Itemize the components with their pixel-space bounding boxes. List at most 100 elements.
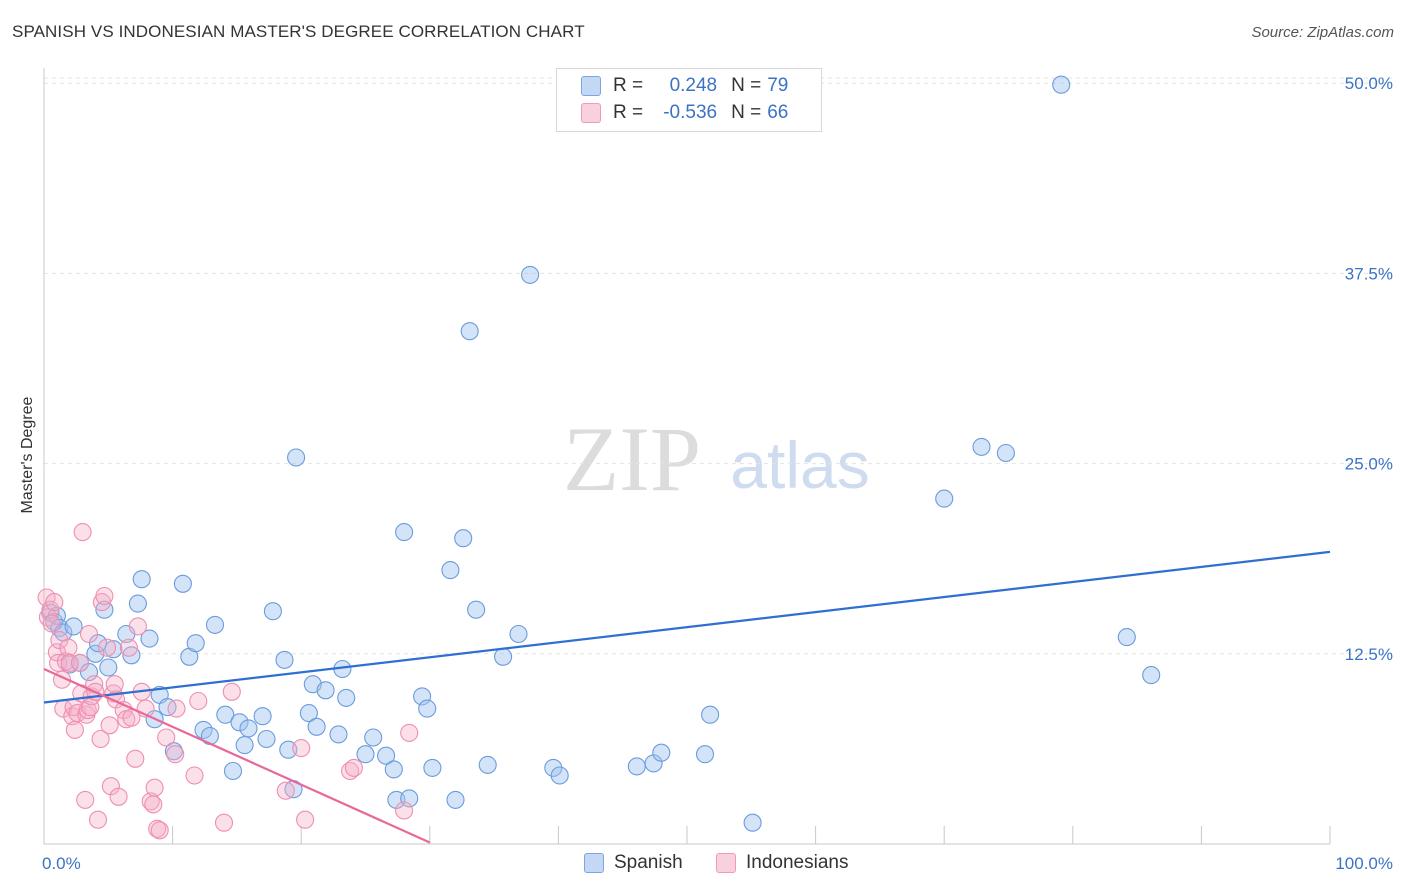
spanish-point (972, 437, 991, 456)
spanish-point (158, 698, 177, 717)
legend-label-spanish: Spanish (614, 852, 683, 873)
indonesians-point (344, 758, 363, 777)
spanish-point (128, 594, 147, 613)
indonesians-point (141, 792, 160, 811)
spanish-point (550, 766, 569, 785)
indonesians-point (63, 707, 82, 726)
spanish-point (652, 743, 671, 762)
y-tick-label: 50.0% (1345, 74, 1393, 93)
legend-r-label: R = (613, 102, 644, 123)
spanish-point (400, 789, 419, 808)
spanish-point (307, 717, 326, 736)
axes (43, 68, 1331, 845)
indonesians-point (157, 728, 176, 747)
spanish-point (418, 699, 437, 718)
indonesians-point (128, 617, 147, 636)
spanish-point (99, 658, 118, 677)
legend-n-label: N = (731, 102, 762, 123)
indonesians-point (144, 795, 163, 814)
series-legend: Spanish Indonesians (0, 852, 1406, 878)
indonesians-point (296, 810, 315, 829)
spanish-point (230, 713, 249, 732)
watermark-zip: ZIP (563, 408, 701, 510)
spanish-point (478, 755, 497, 774)
legend-item-indonesians: Indonesians (716, 852, 848, 874)
spanish-point (132, 570, 151, 589)
x-tick-label: 100.0% (1335, 854, 1393, 873)
indonesians-point (109, 787, 128, 806)
indonesians-point (150, 821, 169, 840)
spanish-point (544, 758, 563, 777)
indonesians-point (400, 723, 419, 742)
spanish-point (1052, 75, 1071, 94)
spanish-point (1117, 628, 1136, 647)
indonesians-point (166, 745, 185, 764)
indonesians-point (145, 778, 164, 797)
y-tick-label: 37.5% (1345, 264, 1393, 283)
spanish-point (337, 688, 356, 707)
indonesians-point (76, 790, 95, 809)
spanish-point (627, 757, 646, 776)
spanish-point (205, 615, 225, 634)
spanish-point (64, 617, 83, 636)
trend-lines (43, 550, 1331, 844)
spanish-point (935, 489, 954, 508)
indonesians-point (78, 701, 97, 720)
spanish-point (253, 707, 272, 726)
indonesians-point (88, 810, 108, 829)
spanish-point (423, 758, 442, 777)
legend-swatch-indonesians (716, 853, 736, 873)
indonesians-point (276, 781, 295, 800)
data-points (37, 75, 1161, 840)
indonesians-point (100, 716, 119, 735)
legend-swatch-spanish (581, 76, 601, 96)
spanish-point (364, 728, 383, 747)
indonesians-point (73, 523, 92, 542)
legend-n-value-indonesians: 66 (767, 102, 789, 123)
spanish-point (239, 719, 258, 738)
spanish-point (494, 647, 513, 666)
indonesians-point (65, 720, 84, 739)
indonesians-point (95, 586, 114, 606)
spanish-point (509, 624, 528, 644)
y-tick-label: 25.0% (1345, 455, 1393, 474)
source-label: Source: ZipAtlas.com (1251, 24, 1394, 41)
spanish-point (104, 640, 123, 659)
indonesians-point (59, 638, 78, 657)
spanish-point (164, 742, 183, 761)
legend-label-indonesians: Indonesians (746, 852, 849, 873)
indonesians-point (45, 593, 64, 612)
spanish-point (521, 265, 540, 284)
indonesians-point (292, 739, 311, 758)
spanish-point (287, 448, 306, 467)
spanish-point (329, 725, 348, 744)
legend-r-value-spanish: 0.248 (669, 75, 718, 96)
spanish-point (223, 761, 243, 781)
spanish-point (454, 529, 473, 548)
legend-swatch-indonesians (581, 103, 601, 123)
legend-row-indonesians: R = -0.536 N = 66 (581, 101, 788, 125)
watermark: ZIP atlas (563, 408, 870, 510)
spanish-point (216, 705, 235, 724)
legend-item-spanish: Spanish (584, 852, 683, 874)
spanish-point (384, 760, 403, 779)
spanish-point (173, 574, 192, 593)
indonesians-point (42, 614, 61, 633)
spanish-point (299, 704, 318, 723)
spanish-point (140, 629, 159, 648)
indonesians-point (167, 699, 186, 718)
spanish-point (695, 745, 715, 764)
spanish-point (701, 705, 720, 724)
legend-n-label: N = (731, 75, 762, 96)
indonesians-point (70, 653, 90, 672)
legend-r-label: R = (613, 75, 644, 96)
legend-r-value-indonesians: -0.536 (663, 102, 718, 123)
indonesians-point (91, 729, 110, 749)
indonesians-point (189, 691, 208, 711)
indonesians-point (214, 813, 234, 832)
indonesians-point (126, 749, 145, 768)
indonesians-point (97, 638, 117, 657)
indonesians-trend-line (43, 668, 431, 844)
spanish-point (186, 634, 205, 653)
